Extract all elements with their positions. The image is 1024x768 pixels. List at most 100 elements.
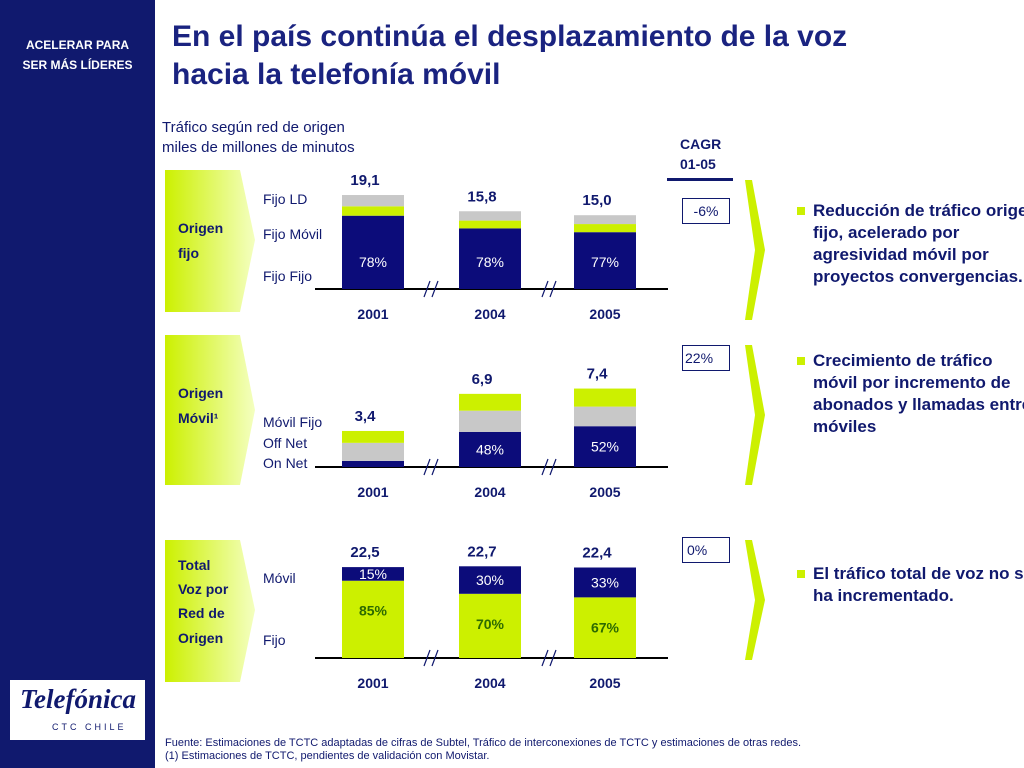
bar-segment <box>459 211 521 221</box>
bar-segment <box>574 426 636 467</box>
cagr-rule <box>667 178 733 181</box>
cagr-header: 01-05 <box>680 156 716 172</box>
axis-break <box>541 458 557 476</box>
cagr-value: 0% <box>682 537 730 563</box>
axis-break <box>423 649 439 667</box>
bar-segment <box>342 460 404 467</box>
series-name: Fijo Fijo <box>263 268 312 284</box>
segment-label: 30% <box>476 572 504 588</box>
x-tick-label: 2001 <box>357 675 388 691</box>
segment-label: 78% <box>359 254 387 270</box>
sidebar <box>0 0 155 768</box>
bar-segment <box>459 393 521 411</box>
panel-label: Voz por <box>178 581 229 597</box>
x-tick-label: 2001 <box>357 484 388 500</box>
series-name: Fijo Móvil <box>263 226 322 242</box>
logo-sub: CTC CHILE <box>52 722 127 732</box>
panel-label: Origen <box>178 385 223 401</box>
bullet: Reducción de tráfico origen fijo, aceler… <box>797 200 1024 288</box>
segment-label: 85% <box>359 603 388 619</box>
panel <box>165 170 255 312</box>
bar-segment <box>459 220 521 229</box>
footnote: (1) Estimaciones de TCTC, pendientes de … <box>165 750 490 762</box>
total-label: 15,0 <box>582 192 611 209</box>
total-label: 22,5 <box>350 544 379 561</box>
total-label: 22,7 <box>467 543 496 560</box>
bar-segment <box>342 215 404 289</box>
panel-label: fijo <box>178 245 199 261</box>
segment-label: 77% <box>591 254 619 270</box>
axis-break <box>541 280 557 298</box>
bar-segment <box>459 566 521 594</box>
total-label: 6,9 <box>472 371 493 388</box>
panel-label: Origen <box>178 630 223 646</box>
total-label: 19,1 <box>350 172 379 189</box>
segment-label: 70% <box>476 616 505 632</box>
bar-segment <box>574 215 636 225</box>
footnote: Fuente: Estimaciones de TCTC adaptadas d… <box>165 737 802 749</box>
bar-segment <box>342 206 404 216</box>
total-label: 22,4 <box>582 545 612 562</box>
bar-segment <box>459 228 521 289</box>
series-name: Off Net <box>263 435 307 451</box>
x-tick-label: 2005 <box>589 675 620 691</box>
segment-label: 15% <box>359 566 387 582</box>
bar-segment <box>574 597 636 658</box>
bar-segment <box>459 410 521 432</box>
axis-break <box>423 280 439 298</box>
series-name: Móvil <box>263 570 296 586</box>
bar-segment <box>574 388 636 407</box>
x-tick-label: 2004 <box>474 306 505 322</box>
logo: Telefónica <box>20 684 136 714</box>
chevron <box>745 345 765 485</box>
bar-segment <box>342 442 404 461</box>
x-tick-label: 2004 <box>474 675 505 691</box>
x-tick-label: 2004 <box>474 484 505 500</box>
panel <box>165 335 255 485</box>
series-name: Fijo <box>263 632 286 648</box>
bar-segment <box>342 580 404 658</box>
series-name: On Net <box>263 455 307 471</box>
cagr-value: -6% <box>682 198 730 224</box>
segment-label: 78% <box>476 254 504 270</box>
series-name: Móvil Fijo <box>263 414 322 430</box>
bullet: Crecimiento de tráfico móvil por increme… <box>797 350 1024 438</box>
bullet: El tráfico total de voz no se ha increme… <box>797 563 1024 607</box>
cagr-header: CAGR <box>680 136 722 152</box>
segment-label: 33% <box>591 574 619 590</box>
axis-break <box>541 649 557 667</box>
tagline: ACELERAR PARA <box>25 38 130 52</box>
chevron <box>745 540 765 660</box>
bar-segment <box>459 431 521 467</box>
cagr-value: 22% <box>682 345 730 371</box>
bar-segment <box>342 567 404 581</box>
total-label: 15,8 <box>467 188 496 205</box>
chevron <box>745 180 765 320</box>
bar-segment <box>342 195 404 207</box>
segment-label: 52% <box>591 439 619 455</box>
subtitle: miles de millones de minutos <box>162 139 355 156</box>
title: En el país continúa el desplazamiento de… <box>172 20 848 53</box>
panel-label: Total <box>178 557 210 573</box>
x-tick-label: 2001 <box>357 306 388 322</box>
bar-segment <box>574 567 636 598</box>
segment-label: 67% <box>591 619 620 635</box>
series-name: Fijo LD <box>263 191 307 207</box>
bar-segment <box>574 232 636 289</box>
title: hacia la telefonía móvil <box>172 58 501 91</box>
panel <box>165 540 255 682</box>
tagline: SER MÁS LÍDERES <box>22 58 133 72</box>
total-label: 3,4 <box>355 408 377 425</box>
subtitle: Tráfico según red de origen <box>162 119 345 136</box>
bar-segment <box>459 593 521 658</box>
x-tick-label: 2005 <box>589 306 620 322</box>
x-tick-label: 2005 <box>589 484 620 500</box>
axis-break <box>423 458 439 476</box>
bar-segment <box>574 224 636 233</box>
logo-box <box>10 680 145 740</box>
segment-label: 48% <box>476 441 504 457</box>
panel-label: Origen <box>178 220 223 236</box>
bar-segment <box>574 406 636 427</box>
